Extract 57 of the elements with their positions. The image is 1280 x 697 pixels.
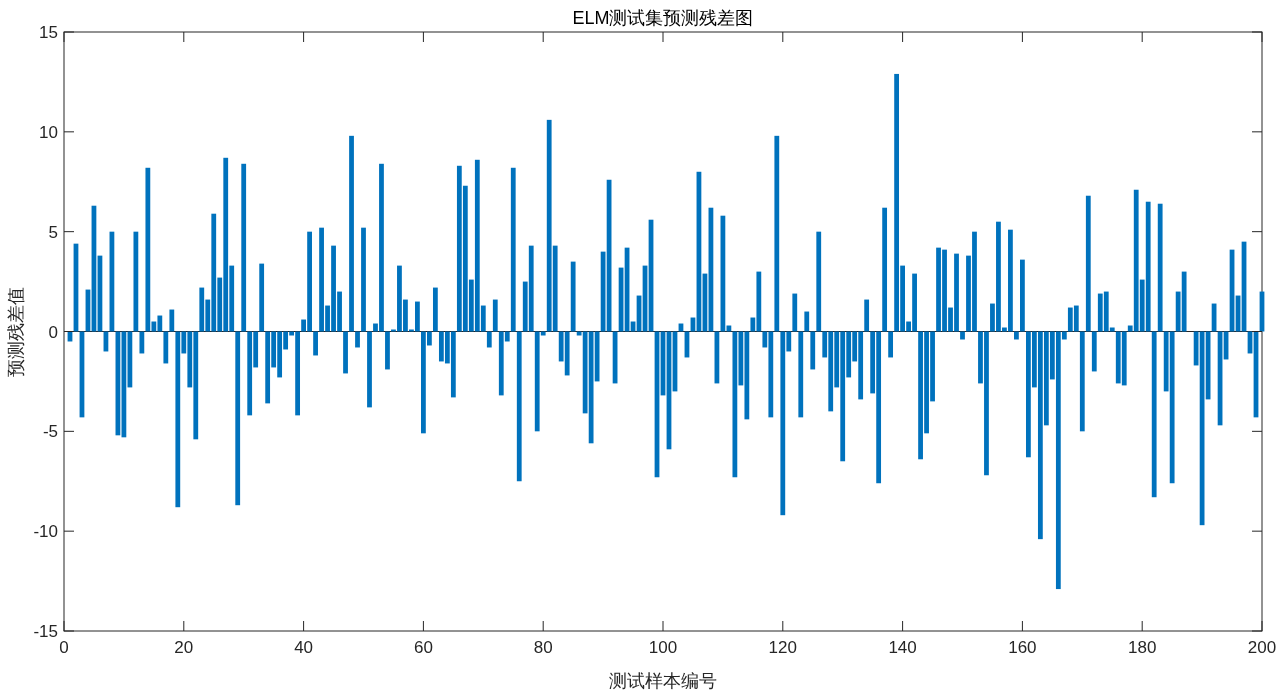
- bar: [355, 331, 360, 348]
- bar: [259, 263, 265, 332]
- bar: [864, 299, 870, 332]
- x-tick-label: 20: [174, 638, 194, 657]
- bar: [1091, 331, 1097, 372]
- x-tick-label: 80: [533, 638, 553, 657]
- bar: [432, 287, 438, 332]
- y-tick-label: 15: [39, 23, 58, 42]
- bar: [570, 261, 576, 332]
- bar: [235, 331, 241, 506]
- bar: [792, 293, 798, 332]
- y-axis-title: 预测残差值: [6, 286, 26, 377]
- bar: [888, 331, 894, 358]
- bar: [798, 331, 804, 418]
- bar: [241, 163, 247, 332]
- bar: [163, 331, 169, 364]
- bar: [133, 231, 139, 332]
- x-tick-label: 60: [413, 638, 433, 657]
- bar: [1157, 203, 1163, 332]
- x-tick-label: 120: [768, 638, 797, 657]
- bar: [1079, 331, 1085, 432]
- bar: [486, 331, 492, 348]
- y-tick-label: -5: [42, 422, 58, 442]
- y-tick-label: 10: [39, 122, 58, 142]
- y-tick-label: -10: [33, 522, 58, 542]
- x-tick-label: 40: [294, 638, 314, 657]
- y-tick-label: -15: [33, 622, 58, 641]
- bar: [1020, 259, 1025, 332]
- x-tick-label: 180: [1128, 638, 1157, 657]
- y-tick-label: 5: [48, 222, 58, 242]
- bar: [810, 331, 816, 370]
- bar: [510, 167, 516, 332]
- x-tick-label: 160: [1008, 638, 1037, 657]
- x-axis-title: 测试样本编号: [609, 671, 717, 691]
- bar: [1014, 331, 1019, 340]
- bar: [367, 331, 372, 408]
- bar: [343, 331, 348, 374]
- bar: [313, 331, 318, 356]
- bar: [361, 227, 366, 332]
- bar: [1151, 331, 1157, 498]
- bar: [1085, 195, 1091, 332]
- chart-title: ELM测试集预测残差图: [572, 8, 754, 28]
- bar: [804, 311, 810, 332]
- bar: [349, 135, 354, 332]
- bar: [492, 299, 498, 332]
- bar: [774, 135, 780, 332]
- y-tick-label: 0: [48, 322, 58, 342]
- bar: [516, 331, 522, 482]
- x-tick-label: 100: [648, 638, 678, 657]
- bar: [169, 309, 175, 332]
- bar: [882, 207, 888, 332]
- bar: [139, 331, 145, 354]
- bar: [385, 331, 390, 370]
- bar: [816, 231, 822, 332]
- bar: [960, 331, 965, 340]
- x-tick-label: 140: [888, 638, 917, 657]
- x-tick-label: 200: [1247, 638, 1277, 657]
